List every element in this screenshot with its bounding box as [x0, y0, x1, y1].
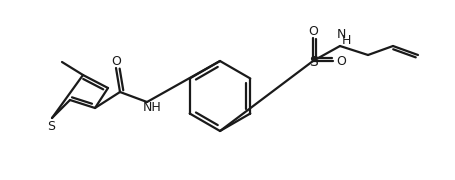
Text: S: S	[47, 120, 55, 132]
Text: O: O	[111, 55, 121, 68]
Text: S: S	[309, 55, 318, 69]
Text: NH: NH	[142, 100, 161, 114]
Text: H: H	[340, 33, 350, 46]
Text: N: N	[336, 28, 345, 40]
Text: O: O	[308, 24, 317, 37]
Text: O: O	[335, 55, 345, 68]
